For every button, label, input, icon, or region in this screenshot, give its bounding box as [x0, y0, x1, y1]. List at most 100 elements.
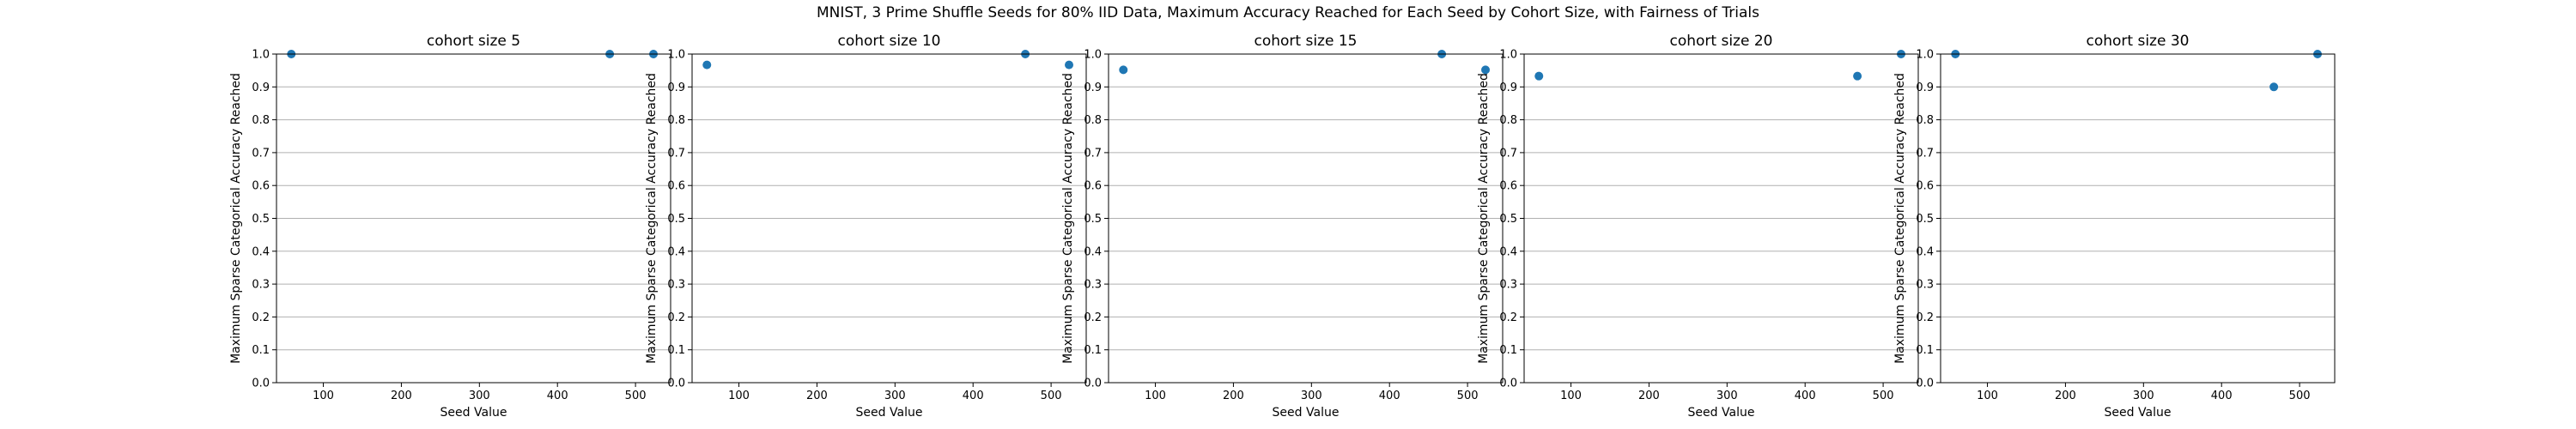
y-tick-label: 0.2	[1084, 311, 1102, 324]
y-tick-label: 0.7	[252, 147, 270, 160]
y-tick-label: 0.3	[252, 279, 270, 292]
x-tick-label: 200	[2055, 390, 2076, 402]
y-tick-label: 0.0	[1499, 378, 1517, 390]
y-axis-label: Maximum Sparse Categorical Accuracy Reac…	[645, 73, 659, 364]
y-tick-label: 0.0	[1084, 378, 1102, 390]
x-tick-label: 100	[728, 390, 750, 402]
y-axis-label: Maximum Sparse Categorical Accuracy Reac…	[229, 73, 243, 364]
y-tick-label: 0.6	[667, 180, 685, 193]
plot-frame	[691, 53, 1087, 384]
x-axis-label: Seed Value	[1273, 406, 1340, 420]
chart-panel: 0.0 0.1 0.2 0.3 0.4 0.5 0.6 0.7 0.8 0.9 1.0 100 200 3…	[1477, 33, 1919, 420]
y-tick-label: 0.7	[667, 147, 685, 160]
x-tick-label: 300	[469, 390, 490, 402]
x-tick-label: 200	[391, 390, 412, 402]
x-tick-label: 200	[806, 390, 828, 402]
y-tick-label: 0.5	[667, 213, 685, 226]
chart-panel: 0.0 0.1 0.2 0.3 0.4 0.5 0.6 0.7 0.8 0.9 1.0 100 200 3…	[1061, 33, 1504, 420]
plot-frame	[1523, 53, 1919, 384]
figure-title: MNIST, 3 Prime Shuffle Seeds for 80% IID…	[817, 4, 1759, 21]
y-tick-label: 0.6	[1499, 180, 1517, 193]
y-tick-label: 0.3	[1499, 279, 1517, 292]
data-point	[1481, 65, 1491, 75]
y-tick-label: 0.2	[667, 311, 685, 324]
chart-panel: 0.0 0.1 0.2 0.3 0.4 0.5 0.6 0.7 0.8 0.9 1.0 100 200 3…	[1893, 33, 2336, 420]
y-tick-label: 0.0	[667, 378, 685, 390]
y-tick-label: 1.0	[1084, 49, 1102, 62]
y-tick-label: 1.0	[1499, 49, 1517, 62]
chart-panel: 0.0 0.1 0.2 0.3 0.4 0.5 0.6 0.7 0.8 0.9 1.0 100 200 3…	[645, 33, 1087, 420]
y-tick-label: 0.9	[1916, 82, 1934, 94]
x-axis-label: Seed Value	[856, 406, 923, 420]
x-tick-label: 500	[1873, 390, 1894, 402]
y-tick-label: 0.6	[1916, 180, 1934, 193]
x-axis-label: Seed Value	[440, 406, 507, 420]
panel-title: cohort size 10	[838, 33, 941, 50]
y-tick-label: 1.0	[667, 49, 685, 62]
y-axis-label: Maximum Sparse Categorical Accuracy Reac…	[1477, 73, 1491, 364]
x-tick-label: 100	[1560, 390, 1582, 402]
y-tick-label: 0.1	[252, 344, 270, 357]
y-tick-label: 0.3	[667, 279, 685, 292]
x-tick-label: 500	[1041, 390, 1062, 402]
y-tick-label: 0.7	[1084, 147, 1102, 160]
x-tick-label: 500	[2289, 390, 2311, 402]
y-tick-label: 0.2	[1499, 311, 1517, 324]
x-tick-label: 400	[1379, 390, 1400, 402]
y-tick-label: 0.9	[667, 82, 685, 94]
data-point	[1853, 71, 1862, 81]
y-tick-label: 0.0	[252, 378, 270, 390]
panel-title: cohort size 15	[1255, 33, 1358, 50]
y-tick-label: 0.1	[1084, 344, 1102, 357]
x-tick-label: 400	[2211, 390, 2233, 402]
chart-panel: 0.0 0.1 0.2 0.3 0.4 0.5 0.6 0.7 0.8 0.9 1.0 100 200 3…	[229, 33, 671, 420]
y-tick-label: 0.4	[1084, 245, 1102, 258]
x-tick-label: 400	[963, 390, 984, 402]
y-axis-label: Maximum Sparse Categorical Accuracy Reac…	[1061, 73, 1075, 364]
y-tick-label: 0.8	[667, 114, 685, 127]
y-tick-label: 0.3	[1916, 279, 1934, 292]
data-point	[1534, 71, 1544, 81]
x-tick-label: 400	[547, 390, 568, 402]
y-tick-label: 0.8	[1916, 114, 1934, 127]
y-axis-label: Maximum Sparse Categorical Accuracy Reac…	[1893, 73, 1907, 364]
data-point	[2269, 82, 2279, 92]
panel-title: cohort size 20	[1670, 33, 1773, 50]
x-tick-label: 200	[1638, 390, 1660, 402]
plot-frame	[276, 53, 671, 384]
y-tick-label: 0.2	[1916, 311, 1934, 324]
y-tick-label: 0.1	[667, 344, 685, 357]
y-tick-label: 0.3	[1084, 279, 1102, 292]
y-tick-label: 0.5	[1916, 213, 1934, 226]
y-tick-label: 0.9	[1084, 82, 1102, 94]
panel-title: cohort size 5	[427, 33, 520, 50]
plot-frame	[1940, 53, 2336, 384]
x-tick-label: 100	[1145, 390, 1166, 402]
x-tick-label: 300	[884, 390, 906, 402]
x-tick-label: 400	[1795, 390, 1816, 402]
y-tick-label: 0.1	[1499, 344, 1517, 357]
chart-panels: 0.0 0.1 0.2 0.3 0.4 0.5 0.6 0.7 0.8 0.9 1.0 100 200 3…	[229, 33, 2336, 420]
y-tick-label: 0.4	[252, 245, 270, 258]
y-tick-label: 0.5	[1084, 213, 1102, 226]
x-tick-label: 500	[625, 390, 647, 402]
plot-frame	[1108, 53, 1504, 384]
x-axis-label: Seed Value	[2105, 406, 2172, 420]
y-tick-label: 0.6	[1084, 180, 1102, 193]
y-tick-label: 0.7	[1499, 147, 1517, 160]
y-tick-label: 0.7	[1916, 147, 1934, 160]
x-tick-label: 500	[1457, 390, 1479, 402]
data-point	[1065, 60, 1074, 69]
x-tick-label: 100	[1977, 390, 1998, 402]
y-tick-label: 0.9	[252, 82, 270, 94]
y-tick-label: 0.6	[252, 180, 270, 193]
y-tick-label: 0.4	[667, 245, 685, 258]
y-tick-label: 0.4	[1499, 245, 1517, 258]
x-tick-label: 100	[313, 390, 334, 402]
y-tick-label: 0.2	[252, 311, 270, 324]
x-tick-label: 300	[2133, 390, 2154, 402]
y-tick-label: 1.0	[1916, 49, 1934, 62]
y-tick-label: 0.5	[1499, 213, 1517, 226]
y-tick-label: 0.8	[1499, 114, 1517, 127]
